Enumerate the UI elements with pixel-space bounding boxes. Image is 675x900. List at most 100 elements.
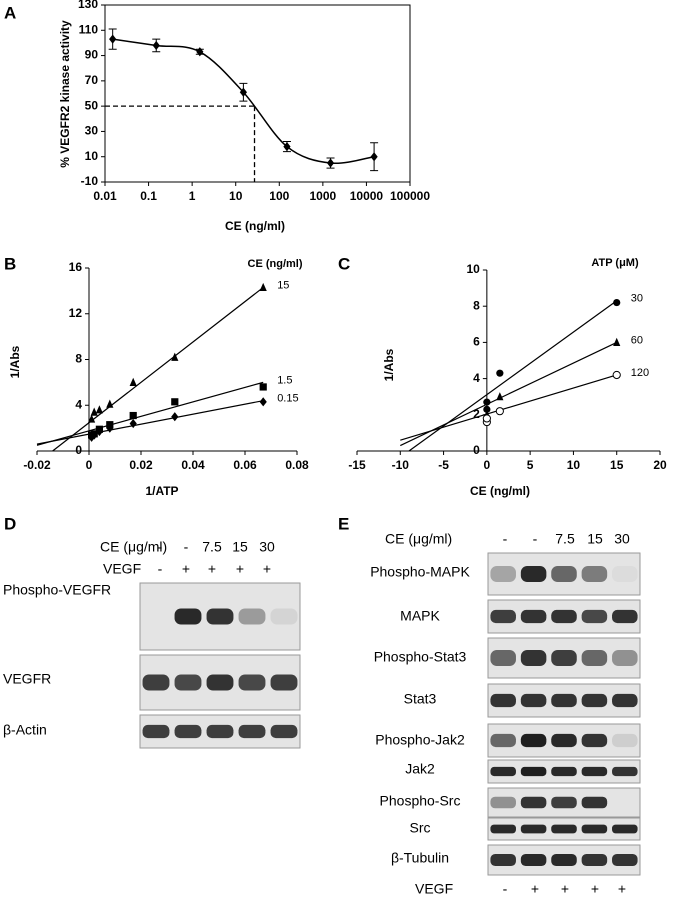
band [270, 724, 298, 739]
band [551, 650, 577, 666]
marker [283, 142, 291, 152]
legend-title: ATP (μM) [591, 257, 639, 269]
band [581, 733, 608, 748]
series-label: 15 [277, 279, 289, 291]
band [551, 733, 577, 748]
y-tick-label: 10 [85, 149, 99, 163]
marker [171, 398, 179, 406]
marker [171, 352, 179, 361]
x-tick-label: -0.02 [23, 458, 51, 472]
y-tick-label: 0 [75, 443, 82, 457]
band [206, 674, 234, 691]
band [551, 796, 577, 809]
marker [90, 407, 98, 416]
series-label: 0.15 [277, 393, 298, 405]
treatment-label: CE (μg/ml) [385, 531, 452, 547]
band [612, 609, 638, 624]
x-tick-label: 10000 [350, 189, 384, 203]
y-tick-label: 4 [473, 371, 480, 385]
band [238, 724, 266, 739]
x-tick-label: 100000 [390, 189, 430, 203]
band [490, 733, 516, 748]
lane-label: + [182, 561, 190, 577]
y-axis-title: 1/Abs [382, 348, 396, 381]
lane-label: + [531, 881, 539, 897]
band [520, 609, 547, 624]
treatment-label: CE (μg/ml) [100, 539, 167, 555]
marker [95, 426, 103, 437]
band [581, 854, 608, 866]
x-axis-title: 1/ATP [145, 484, 178, 498]
band [520, 733, 547, 748]
y-tick-label: 90 [85, 48, 99, 62]
lane-label: 30 [259, 539, 275, 555]
band [581, 766, 608, 777]
panel-letter: C [338, 254, 350, 273]
y-tick-label: 2 [473, 407, 480, 421]
y-tick-label: 70 [85, 73, 99, 87]
marker [129, 418, 137, 429]
lane-label: 7.5 [202, 539, 222, 555]
legend-title: CE (ng/ml) [248, 258, 303, 270]
marker [95, 405, 103, 414]
panel-letter: D [4, 514, 16, 533]
band [520, 796, 547, 809]
series-label: 60 [631, 334, 643, 346]
marker [196, 47, 204, 57]
row-label: Phospho-VEGFR [3, 582, 111, 598]
x-axis-title: CE (ng/ml) [225, 219, 285, 233]
band [581, 796, 608, 809]
marker [612, 370, 621, 380]
x-tick-label: 0.02 [129, 458, 153, 472]
y-tick-label: 4 [75, 397, 82, 411]
marker [88, 432, 96, 442]
row-label: Phospho-MAPK [370, 564, 470, 580]
x-tick-label: -10 [392, 458, 410, 472]
band [174, 724, 202, 739]
x-tick-label: 0 [86, 458, 93, 472]
marker [129, 377, 137, 386]
marker [239, 87, 247, 97]
row-label: Src [410, 820, 431, 836]
plot-frame [104, 4, 411, 183]
blots: D E CE (μg/ml)- -7.5 15 30 VEGF - + + + + Phosph… [3, 514, 641, 897]
marker [88, 414, 96, 423]
y-tick-label: 6 [473, 335, 480, 349]
lane-label: 30 [614, 531, 630, 547]
band [551, 609, 577, 624]
marker [129, 411, 137, 420]
x-tick-label: 5 [527, 458, 534, 472]
band [490, 766, 516, 777]
y-tick-label: 110 [79, 22, 99, 36]
band [612, 733, 638, 748]
marker [370, 152, 378, 162]
y-tick-label: 130 [78, 0, 98, 11]
x-tick-label: 1 [189, 189, 196, 203]
lane-label: 15 [232, 539, 248, 555]
marker [496, 392, 504, 401]
band [612, 824, 638, 834]
lane-label: - [158, 561, 163, 577]
marker [259, 282, 267, 292]
band [612, 693, 638, 708]
band [490, 566, 516, 582]
lane-label: + [263, 561, 271, 577]
panel-letter: E [338, 514, 349, 533]
band [520, 566, 547, 582]
band [270, 674, 298, 691]
x-tick-label: 10 [229, 189, 243, 203]
x-tick-label: 0.06 [233, 458, 257, 472]
band [612, 766, 638, 777]
band [490, 854, 516, 866]
lane-label: 7.5 [555, 531, 575, 547]
band [551, 693, 577, 708]
row-label: β-Tubulin [391, 850, 449, 866]
x-tick-label: 0.04 [181, 458, 205, 472]
band [581, 650, 608, 666]
fit-line [400, 341, 617, 447]
marker [152, 40, 160, 51]
marker [90, 430, 98, 440]
x-tick-label: 10 [567, 458, 581, 472]
lane-label: + [236, 561, 244, 577]
